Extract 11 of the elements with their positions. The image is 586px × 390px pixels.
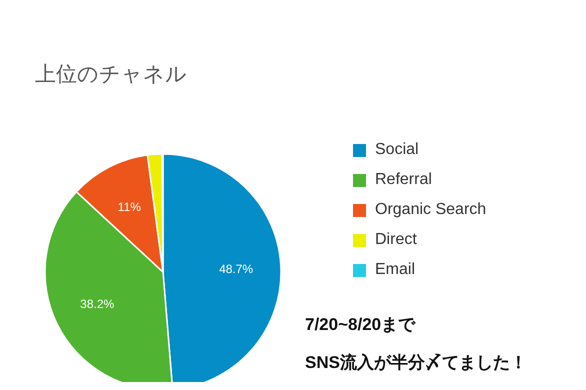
chart-title: 上位のチャネル (35, 62, 187, 88)
data-label: 11% (118, 200, 142, 214)
text: 7/20~8/20まで (305, 314, 417, 336)
data-label: 38.2% (80, 296, 115, 311)
data-label: 48.7% (219, 262, 254, 276)
legend-label: Direct (375, 231, 417, 249)
text: SNS流入が半分〆てました！ (305, 352, 527, 374)
legend-label: Social (375, 141, 419, 159)
legend-label: Organic Search (375, 201, 486, 219)
legend-label: Referral (375, 171, 432, 189)
legend-label: Email (375, 261, 416, 279)
